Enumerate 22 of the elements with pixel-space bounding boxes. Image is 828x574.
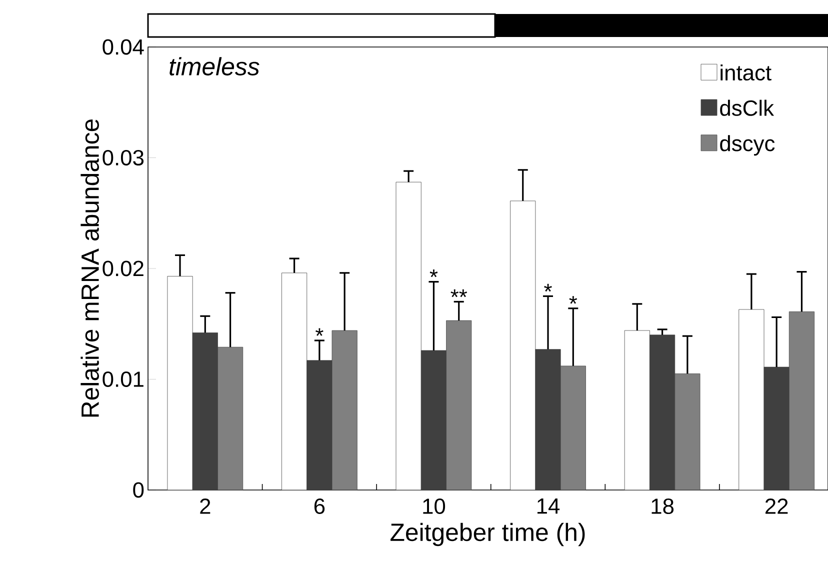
- y-tick-label: 0.01: [102, 371, 144, 387]
- y-tick-label: 0.02: [102, 260, 144, 276]
- x-axis-title: Zeitgeber time (h): [390, 522, 585, 546]
- y-tick-label: 0.04: [102, 39, 144, 55]
- x-tick-label: 18: [652, 498, 674, 514]
- x-tick-label: 22: [766, 498, 788, 514]
- legend-label: dscyc: [720, 135, 775, 156]
- annotation: *: [569, 296, 578, 304]
- y-axis-title: Relative mRNA abundance: [80, 119, 99, 417]
- annotation: *: [316, 328, 324, 336]
- legend-label: intact: [720, 64, 772, 81]
- annotation: *: [544, 284, 552, 292]
- annotation: *: [430, 270, 438, 278]
- y-tick-label: 0: [133, 482, 144, 498]
- x-tick-label: 10: [423, 498, 446, 514]
- annotation: **: [450, 289, 468, 298]
- legend-label: dsClk: [720, 100, 774, 116]
- chart-title: timeless: [170, 57, 260, 76]
- x-tick-label: 14: [537, 498, 560, 514]
- x-tick-label: 6: [314, 498, 325, 514]
- x-tick-label: 2: [200, 498, 210, 514]
- y-tick-label: 0.03: [102, 150, 144, 166]
